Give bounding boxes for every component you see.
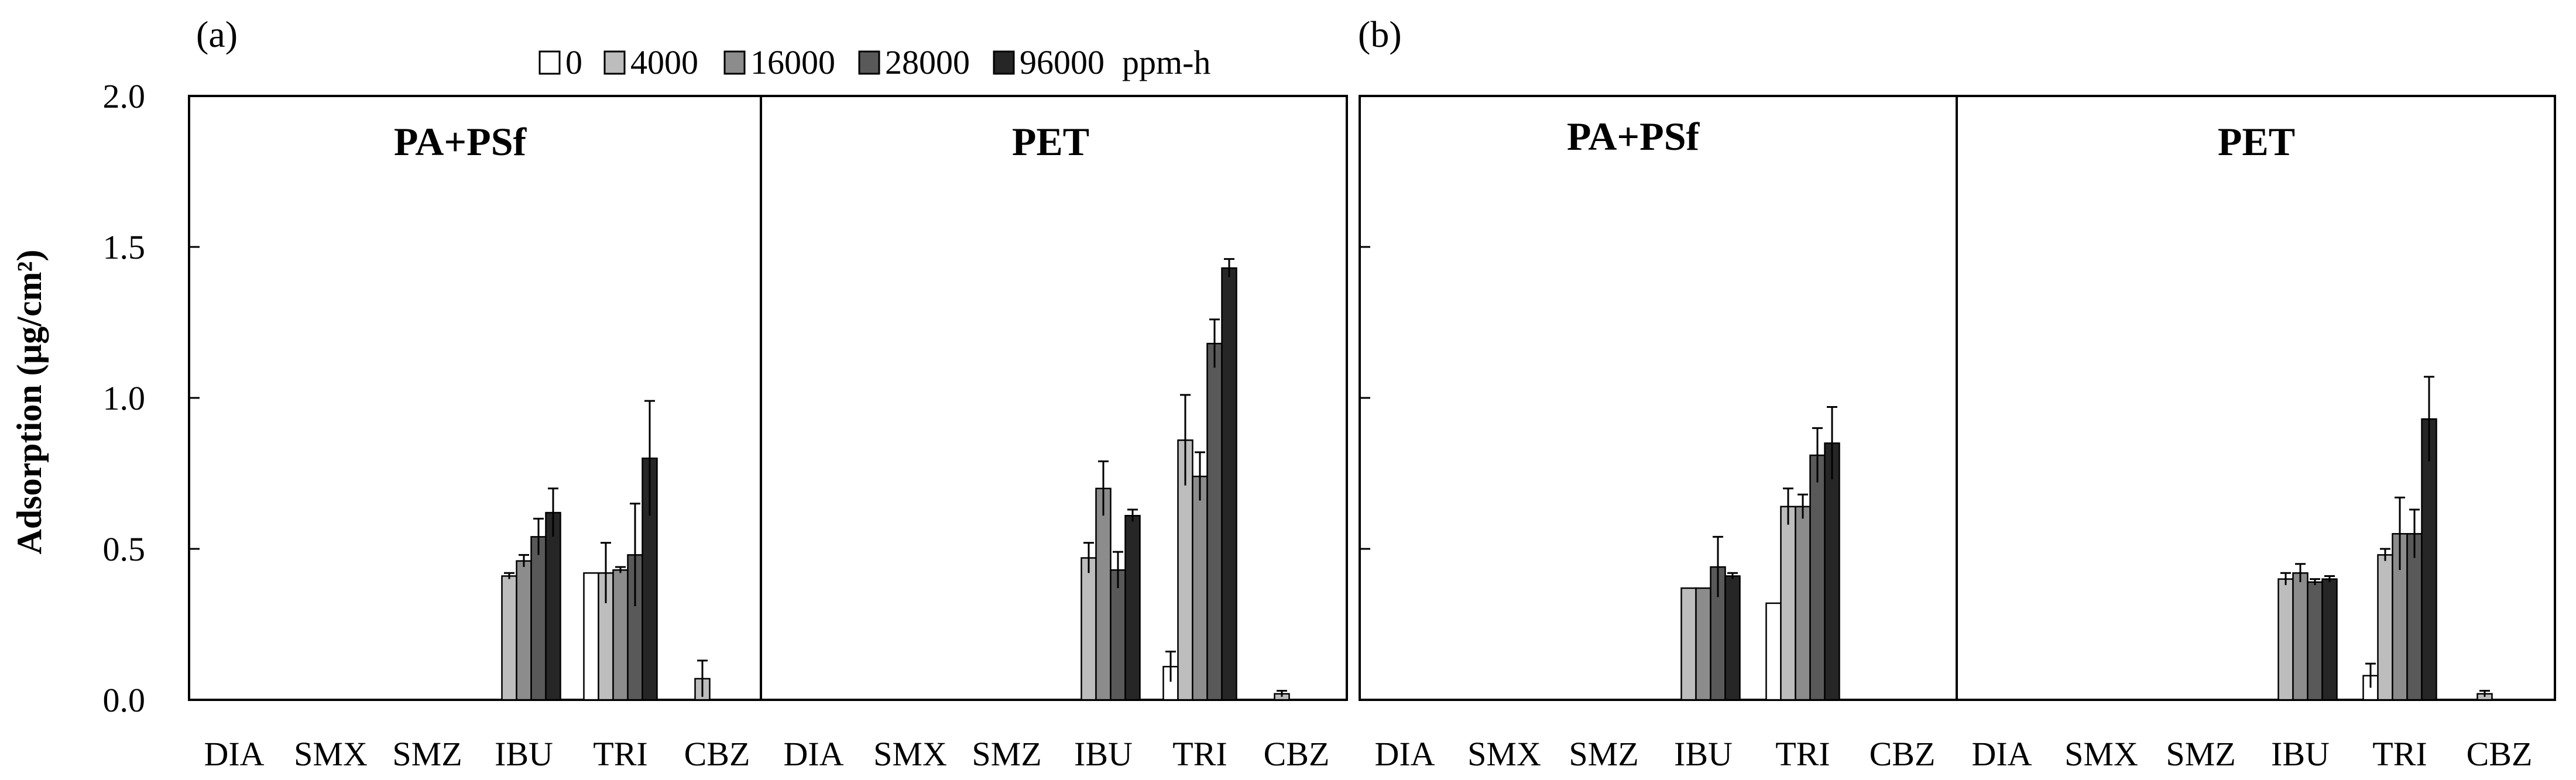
x-tick-label: DIA [1971, 735, 2032, 773]
x-tick-label: SMZ [972, 735, 1041, 773]
bar-pet-ibu-28000 [1110, 569, 1126, 701]
panel-a-letter: (a) [196, 13, 238, 55]
x-tick-label: TRI [2372, 735, 2427, 773]
panel-a-group-title-pa-psf: PA+PSf [394, 119, 527, 164]
bar-pet-tri-16000 [1192, 475, 1208, 701]
x-tick-label: DIA [1374, 735, 1435, 773]
x-tick-label: CBZ [1264, 735, 1330, 773]
legend-swatch-96000 [993, 50, 1015, 75]
legend-swatch-0 [538, 50, 561, 75]
legend-label-0: 0 [565, 43, 582, 81]
y-axis-label: Adsorption (µg/cm²) [10, 250, 49, 555]
bar-pet-ibu-16000 [1095, 487, 1112, 701]
x-tick-label: CBZ [684, 735, 750, 773]
x-tick-label: CBZ [1870, 735, 1936, 773]
y-tick-label: 1.5 [103, 228, 146, 266]
x-tick-label: IBU [1674, 735, 1733, 773]
bar-pa-psf-ibu-4000 [1680, 587, 1697, 701]
bar-pet-ibu-4000 [1081, 557, 1097, 701]
bar-pa-psf-tri-28000 [1809, 454, 1826, 701]
legend-swatch-16000 [723, 50, 746, 75]
bar-pet-tri-96000 [1221, 267, 1237, 701]
legend-swatch-4000 [603, 50, 626, 75]
bar-pet-tri-28000 [1206, 342, 1223, 701]
y-tick-labels: 0.0 0.5 1.0 1.5 2.0 [103, 77, 146, 719]
legend-unit: ppm-h [1122, 43, 1210, 81]
y-tick-label: 2.0 [103, 77, 146, 115]
y-tick-label: 0.0 [103, 681, 146, 719]
x-tick-label: IBU [1074, 735, 1133, 773]
x-tick-label: CBZ [2467, 735, 2533, 773]
bar-pa-psf-ibu-16000 [1695, 587, 1711, 701]
x-tick-label: IBU [2271, 735, 2330, 773]
bar-pet-tri-4000 [2377, 554, 2393, 701]
bar-pet-ibu-28000 [2307, 581, 2323, 701]
x-tick-label: SMZ [392, 735, 462, 773]
bar-pa-psf-tri-0 [583, 572, 599, 701]
x-tick-label: TRI [593, 735, 647, 773]
bar-pet-ibu-4000 [2277, 578, 2294, 701]
legend-label-28000: 28000 [885, 43, 970, 81]
bar-pa-psf-ibu-4000 [501, 575, 517, 701]
x-tick-label: SMX [1467, 735, 1541, 773]
x-tick-label: DIA [783, 735, 843, 773]
panel-b-group-title-pa-psf: PA+PSf [1567, 114, 1700, 159]
x-tick-label: IBU [495, 735, 553, 773]
bar-pa-psf-tri-96000 [1824, 442, 1840, 701]
panel-a: PA+PSf PET [188, 95, 1348, 701]
bar-pa-psf-tri-0 [1765, 602, 1782, 701]
bar-pa-psf-ibu-96000 [1724, 575, 1741, 701]
bar-pa-psf-tri-4000 [1780, 506, 1796, 701]
x-tick-label: SMX [873, 735, 947, 773]
bar-pet-tri-28000 [2406, 532, 2423, 701]
legend-label-96000: 96000 [1020, 43, 1105, 81]
legend-label-16000: 16000 [750, 43, 835, 81]
y-tick-label: 1.0 [103, 379, 146, 417]
bar-pa-psf-ibu-28000 [530, 536, 547, 701]
bar-pet-ibu-96000 [2321, 578, 2338, 701]
legend-label-4000: 4000 [630, 43, 698, 81]
y-tick-label: 0.5 [103, 530, 146, 568]
bar-pa-psf-ibu-96000 [545, 511, 561, 701]
bar-pet-ibu-16000 [2292, 572, 2309, 701]
bar-pa-psf-tri-16000 [1795, 506, 1811, 701]
bar-pa-psf-ibu-16000 [516, 560, 532, 701]
panel-b-group-title-pet: PET [2218, 119, 2295, 164]
x-tick-label: TRI [1172, 735, 1227, 773]
x-tick-label: SMX [2064, 735, 2138, 773]
bar-pet-ibu-96000 [1124, 514, 1141, 701]
panel-a-group-title-pet: PET [1012, 119, 1089, 164]
bar-pet-tri-96000 [2421, 418, 2437, 701]
x-tick-label: DIA [204, 735, 264, 773]
legend-swatch-28000 [858, 50, 880, 75]
bars-layer [501, 258, 2493, 701]
bar-pa-psf-tri-16000 [612, 569, 629, 701]
legend: 0 4000 16000 28000 96000 ppm-h [538, 43, 1210, 81]
x-tick-label: SMZ [1569, 735, 1638, 773]
panel-b-letter: (b) [1358, 13, 1402, 55]
x-tick-labels: DIA SMX SMZ IBU TRI CBZ DIA SMX SMZ IBU … [204, 735, 2532, 773]
x-tick-label: TRI [1775, 735, 1830, 773]
x-tick-label: SMZ [2166, 735, 2235, 773]
x-tick-label: SMX [294, 735, 368, 773]
panel-a-y-ticks [189, 95, 200, 701]
panel-b-y-ticks [1360, 95, 1370, 701]
panel-b: PA+PSf PET [1359, 95, 2556, 701]
